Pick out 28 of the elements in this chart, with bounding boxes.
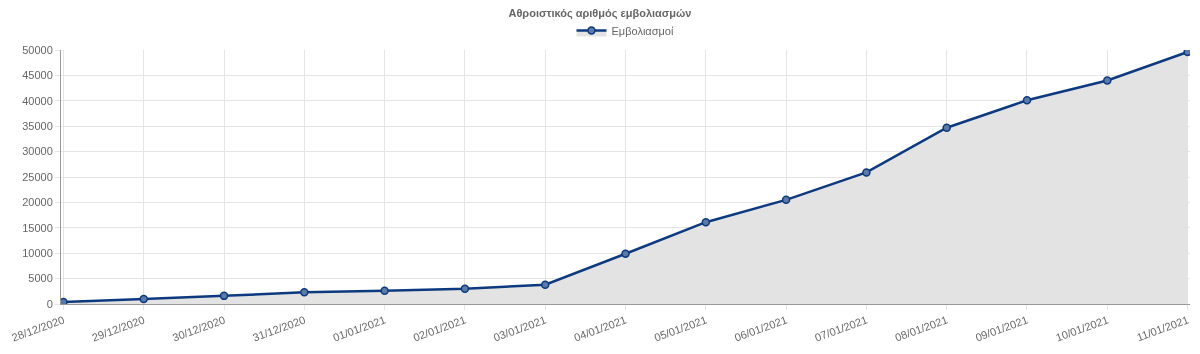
point: [540, 280, 550, 289]
point: [1022, 96, 1032, 105]
point: [219, 291, 229, 301]
point: [1103, 76, 1112, 85]
point: [139, 294, 148, 304]
point: [460, 284, 470, 294]
point: [862, 168, 871, 177]
point: [701, 217, 711, 227]
legend-label: Εμβολιασμοί: [611, 24, 674, 37]
y-tick-label: 15000: [22, 221, 53, 234]
y-tick-label: 45000: [22, 69, 53, 82]
y-tick-label: 0: [46, 297, 53, 310]
y-tick-label: 20000: [22, 196, 53, 209]
y-tick-label: 40000: [22, 94, 53, 107]
point: [1183, 50, 1190, 57]
y-tick-label: 30000: [22, 145, 53, 158]
point: [942, 123, 951, 132]
y-tick-label: 25000: [22, 170, 53, 183]
y-tick-label: 10000: [22, 247, 53, 260]
point: [380, 286, 389, 296]
point: [61, 297, 68, 304]
y-tick-label: 50000: [22, 43, 53, 56]
y-tick-label: 35000: [22, 120, 53, 133]
y-tick-label: 5000: [28, 272, 53, 285]
point: [621, 249, 630, 258]
chart-title: Αθροιστικός αριθμός εμβολιασμών: [508, 6, 692, 20]
point: [781, 195, 791, 205]
point: [300, 288, 309, 297]
